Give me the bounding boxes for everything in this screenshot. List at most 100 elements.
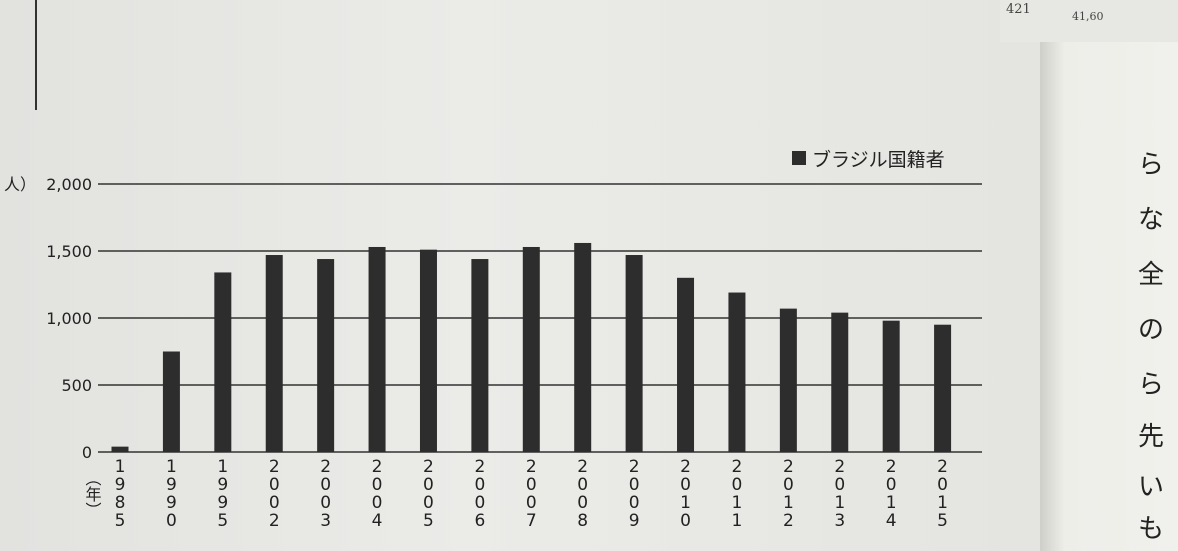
x-tick-label: 0 bbox=[474, 475, 485, 495]
x-tick-label: 0 bbox=[629, 493, 640, 513]
x-tick-label: 7 bbox=[526, 511, 537, 531]
neighbor-number: 41,60 bbox=[1072, 10, 1104, 23]
x-tick-label: 1 bbox=[680, 493, 691, 513]
bar bbox=[934, 324, 952, 452]
y-tick-label: 500 bbox=[61, 376, 92, 395]
x-tick-label: 5 bbox=[937, 511, 948, 531]
book-page bbox=[0, 0, 1040, 551]
x-tick-label: 2 bbox=[629, 457, 640, 477]
x-tick-label: 2 bbox=[474, 457, 485, 477]
y-tick-labels: 0 500 1,000 1,500 2,000 bbox=[46, 175, 92, 462]
neighbor-page-char: ら bbox=[1138, 150, 1165, 180]
legend-label: ブラジル国籍者 bbox=[812, 148, 945, 171]
bar bbox=[522, 246, 540, 452]
bar bbox=[831, 312, 849, 452]
neighbor-page-char: 先 bbox=[1138, 422, 1165, 452]
x-tick-label: 0 bbox=[680, 511, 691, 531]
x-tick-label: 0 bbox=[886, 475, 897, 495]
bar bbox=[779, 308, 797, 452]
neighbor-page-char: な bbox=[1138, 205, 1165, 235]
neighbor-page bbox=[1040, 40, 1178, 551]
x-tick-label: 2 bbox=[320, 457, 331, 477]
x-tick-label: 2 bbox=[680, 457, 691, 477]
x-tick-label: 2 bbox=[783, 457, 794, 477]
x-tick-label: 2 bbox=[732, 457, 743, 477]
bar bbox=[677, 277, 695, 452]
x-tick-label: 0 bbox=[166, 511, 177, 531]
x-tick-label: 2 bbox=[886, 457, 897, 477]
x-tick-label: 1 bbox=[886, 493, 897, 513]
x-tick-label: 9 bbox=[217, 493, 228, 513]
x-tick-label: 0 bbox=[783, 475, 794, 495]
x-tick-label: 0 bbox=[577, 475, 588, 495]
y-axis-label: 人） bbox=[4, 175, 36, 194]
x-tick-label: 0 bbox=[834, 475, 845, 495]
bar bbox=[317, 259, 335, 452]
x-tick-label: 8 bbox=[577, 511, 588, 531]
x-tick-label: 0 bbox=[372, 493, 383, 513]
bar bbox=[728, 292, 746, 452]
y-tick-label: 1,000 bbox=[46, 309, 92, 328]
bar bbox=[111, 446, 129, 452]
x-tick-label: 0 bbox=[269, 493, 280, 513]
x-tick-label: 0 bbox=[577, 493, 588, 513]
x-tick-label: 5 bbox=[115, 511, 126, 531]
neighbor-table-fragment: 421 41,60 bbox=[1000, 0, 1178, 42]
x-tick-label: 2 bbox=[423, 457, 434, 477]
x-tick-label: 0 bbox=[372, 475, 383, 495]
x-tick-label: 0 bbox=[732, 475, 743, 495]
legend-swatch bbox=[792, 151, 806, 165]
x-tick-label: 0 bbox=[629, 475, 640, 495]
bar bbox=[882, 320, 900, 452]
x-tick-label: 5 bbox=[423, 511, 434, 531]
neighbor-page-char: の bbox=[1138, 315, 1165, 345]
bar bbox=[214, 272, 232, 452]
neighbor-page-char: も bbox=[1138, 514, 1165, 544]
bar bbox=[419, 249, 437, 452]
neighbor-page-char: ら bbox=[1138, 370, 1165, 400]
y-tick-label: 1,500 bbox=[46, 242, 92, 261]
x-tick-label: 0 bbox=[269, 475, 280, 495]
bar bbox=[368, 246, 386, 452]
x-tick-label: 0 bbox=[474, 493, 485, 513]
bar bbox=[574, 242, 592, 452]
bars bbox=[111, 242, 952, 452]
x-tick-label: 0 bbox=[423, 493, 434, 513]
x-tick-label: 4 bbox=[372, 511, 383, 531]
x-tick-label: 0 bbox=[423, 475, 434, 495]
x-tick-label: 1 bbox=[783, 493, 794, 513]
x-tick-label: 9 bbox=[166, 475, 177, 495]
x-tick-label: 3 bbox=[834, 511, 845, 531]
margin-rule bbox=[35, 0, 37, 110]
x-tick-label: 1 bbox=[166, 457, 177, 477]
y-tick-label: 2,000 bbox=[46, 175, 92, 194]
x-tick-label: 1 bbox=[937, 493, 948, 513]
x-tick-label: 9 bbox=[166, 493, 177, 513]
y-tick-label: 0 bbox=[82, 443, 92, 462]
x-tick-label: 6 bbox=[474, 511, 485, 531]
x-tick-label: 2 bbox=[577, 457, 588, 477]
neighbor-page-char: 全 bbox=[1138, 260, 1165, 290]
x-tick-label: 1 bbox=[732, 511, 743, 531]
x-tick-label: 9 bbox=[629, 511, 640, 531]
x-tick-label: 0 bbox=[320, 475, 331, 495]
x-tick-label: 0 bbox=[526, 475, 537, 495]
bar bbox=[471, 259, 489, 452]
x-tick-label: 1 bbox=[217, 457, 228, 477]
neighbor-page-char: い bbox=[1138, 472, 1165, 502]
x-tick-label: 2 bbox=[269, 511, 280, 531]
x-tick-label: 5 bbox=[217, 511, 228, 531]
x-tick-labels: 1985199019952002200320042005200620072008… bbox=[115, 457, 948, 531]
x-tick-label: 2 bbox=[372, 457, 383, 477]
x-tick-label: 8 bbox=[115, 493, 126, 513]
x-tick-label: 0 bbox=[937, 475, 948, 495]
x-tick-label: 4 bbox=[886, 511, 897, 531]
x-tick-label: 0 bbox=[526, 493, 537, 513]
x-tick-label: 9 bbox=[217, 475, 228, 495]
x-axis-label: （年） bbox=[83, 470, 102, 518]
bar bbox=[162, 351, 180, 452]
x-tick-label: 1 bbox=[732, 493, 743, 513]
neighbor-number: 421 bbox=[1006, 2, 1031, 17]
x-tick-label: 2 bbox=[783, 511, 794, 531]
x-tick-label: 1 bbox=[115, 457, 126, 477]
